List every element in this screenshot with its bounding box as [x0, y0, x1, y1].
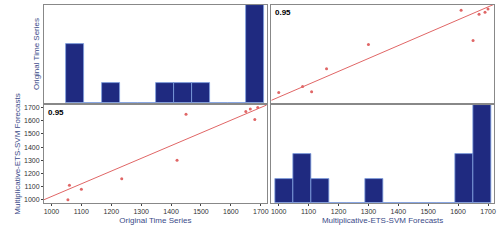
- svg-text:1200: 1200: [331, 208, 347, 215]
- svg-text:1400: 1400: [24, 144, 40, 151]
- svg-text:1000: 1000: [271, 208, 287, 215]
- svg-text:1200: 1200: [103, 208, 119, 215]
- svg-text:1600: 1600: [223, 208, 239, 215]
- svg-text:1500: 1500: [193, 208, 209, 215]
- svg-text:1500: 1500: [24, 130, 40, 137]
- svg-text:1300: 1300: [361, 208, 377, 215]
- svg-text:1100: 1100: [74, 208, 89, 215]
- svg-text:1700: 1700: [253, 208, 269, 215]
- svg-text:1300: 1300: [133, 208, 149, 215]
- svg-text:Multiplicative-ETS-SVM Forecas: Multiplicative-ETS-SVM Forecasts: [322, 216, 443, 225]
- svg-text:Multiplicative-ETS-SVM Forecas: Multiplicative-ETS-SVM Forecasts: [13, 93, 22, 214]
- svg-text:1200: 1200: [24, 170, 40, 177]
- svg-text:1600: 1600: [24, 117, 40, 124]
- svg-text:1100: 1100: [301, 208, 316, 215]
- svg-text:0.95: 0.95: [275, 8, 291, 17]
- svg-text:1700: 1700: [24, 104, 40, 111]
- svg-text:1300: 1300: [24, 157, 40, 164]
- svg-text:Original Time Series: Original Time Series: [32, 18, 41, 90]
- svg-text:1500: 1500: [420, 208, 436, 215]
- svg-text:1400: 1400: [391, 208, 407, 215]
- svg-text:Original Time Series: Original Time Series: [119, 216, 191, 225]
- svg-text:0.95: 0.95: [48, 108, 64, 117]
- svg-text:1600: 1600: [450, 208, 466, 215]
- svg-text:1000: 1000: [24, 196, 40, 203]
- svg-text:1000: 1000: [44, 208, 60, 215]
- svg-text:1400: 1400: [163, 208, 179, 215]
- svg-text:1700: 1700: [480, 208, 496, 215]
- svg-text:1100: 1100: [25, 183, 40, 190]
